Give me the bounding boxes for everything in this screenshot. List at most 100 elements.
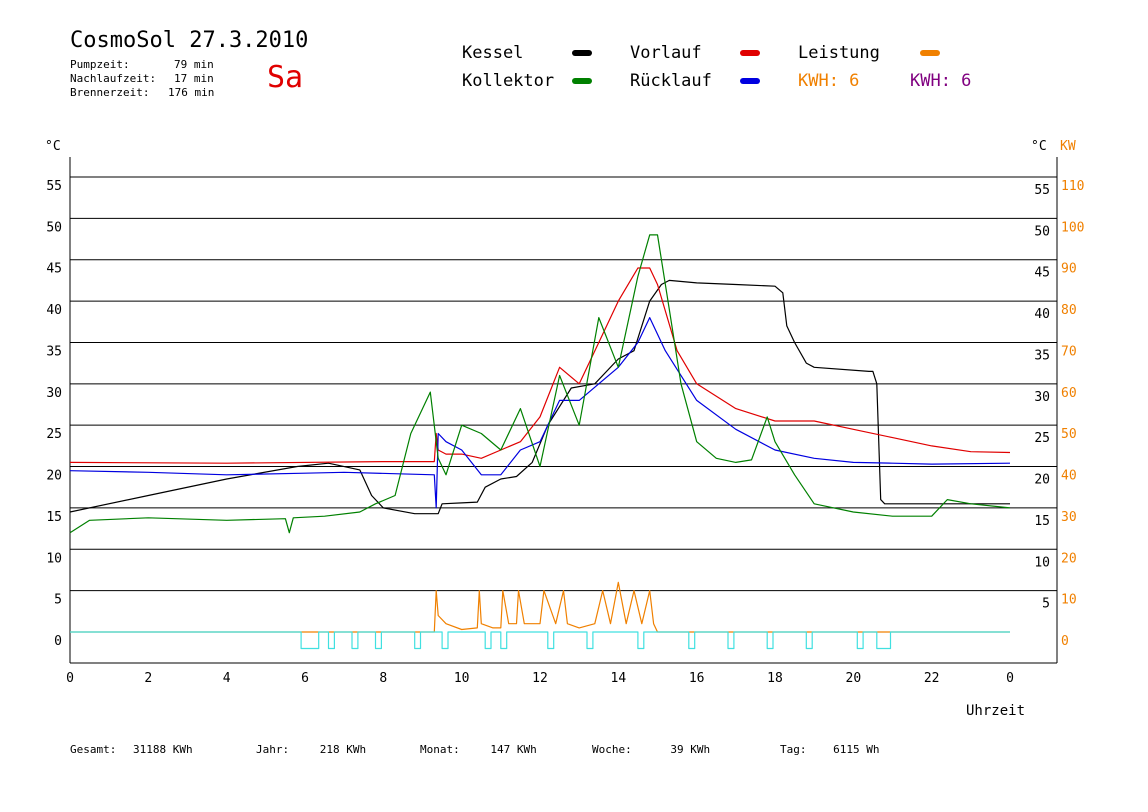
x-tick-label: 18 xyxy=(767,671,783,686)
y-right-unit-power: KW xyxy=(1060,139,1076,154)
footer-label: Monat: xyxy=(420,743,460,756)
x-tick-label: 0 xyxy=(1006,671,1014,686)
meta-pumpzeit: Pumpzeit: 79 min xyxy=(70,58,214,71)
legend-kollektor-label: Kollektor xyxy=(462,71,555,91)
power-tick-label: 30 xyxy=(1061,510,1077,525)
y-tick-label-left: 10 xyxy=(46,551,62,566)
meta-value: 17 min xyxy=(174,72,214,85)
series-rcklauf xyxy=(69,317,1011,509)
x-tick-label: 8 xyxy=(379,671,387,686)
footer-gesamt: Gesamt: 31188 KWh xyxy=(70,743,193,756)
y-tick-label-right: 15 xyxy=(1034,514,1050,529)
y-tick-label-left: 25 xyxy=(46,427,62,442)
grid-lines xyxy=(70,176,1057,592)
y-left-unit: °C xyxy=(45,139,61,154)
series-leistung xyxy=(70,581,1010,633)
y-tick-label-right: 45 xyxy=(1034,266,1050,281)
footer-monat: Monat: 147 KWh xyxy=(420,743,537,756)
x-tick-label: 6 xyxy=(301,671,309,686)
axes xyxy=(69,157,1058,664)
power-tick-label: 110 xyxy=(1061,179,1084,194)
plot-area xyxy=(69,234,1011,650)
power-tick-label: 40 xyxy=(1061,469,1077,484)
weekday-label: Sa xyxy=(267,60,304,95)
series-kessel xyxy=(69,279,1010,515)
page-title: CosmoSol 27.3.2010 xyxy=(70,28,309,53)
temperature-chart: 0510152025303540455055510152025303540455… xyxy=(45,139,1084,719)
power-tick-label: 90 xyxy=(1061,262,1077,277)
y-right-unit-temp: °C xyxy=(1031,139,1047,154)
footer-value: 6115 Wh xyxy=(833,743,880,756)
power-tick-label: 0 xyxy=(1061,634,1069,649)
y-tick-label-right: 25 xyxy=(1034,431,1050,446)
y-tick-label-right: 30 xyxy=(1034,390,1050,405)
footer-label: Woche: xyxy=(592,743,632,756)
series-vorlauf xyxy=(69,267,1011,464)
power-tick-label: 70 xyxy=(1061,344,1077,359)
x-tick-label: 20 xyxy=(846,671,862,686)
meta-label: Pumpzeit: xyxy=(70,58,130,71)
footer-value: 31188 KWh xyxy=(132,743,193,756)
y-tick-label-left: 40 xyxy=(46,303,62,318)
x-tick-label: 2 xyxy=(144,671,152,686)
series-kollektor xyxy=(69,234,1011,534)
meta-brennerzeit: Brennerzeit: 176 min xyxy=(70,86,214,99)
y-tick-label-left: 50 xyxy=(46,220,62,235)
y-tick-label-right: 40 xyxy=(1034,307,1050,322)
footer-value: 147 KWh xyxy=(490,743,537,756)
legend-kessel-label: Kessel xyxy=(462,43,524,63)
footer-label: Tag: xyxy=(780,743,807,756)
power-tick-label: 10 xyxy=(1061,593,1077,608)
legend-kollektor-swatch xyxy=(572,78,592,84)
legend-leistung-swatch xyxy=(920,50,940,56)
legend-vorlauf-swatch xyxy=(740,50,760,56)
y-tick-label-right: 20 xyxy=(1034,473,1050,488)
x-tick-label: 12 xyxy=(532,671,548,686)
y-tick-label-left: 55 xyxy=(46,179,62,194)
y-tick-label-left: 15 xyxy=(46,510,62,525)
y-tick-label-left: 35 xyxy=(46,344,62,359)
x-tick-label: 14 xyxy=(611,671,627,686)
legend-vorlauf-label: Vorlauf xyxy=(630,43,702,63)
legend-leistung-label: Leistung xyxy=(798,43,880,63)
tick-labels: 0510152025303540455055510152025303540455… xyxy=(46,179,1084,686)
power-tick-label: 60 xyxy=(1061,386,1077,401)
y-tick-label-left: 20 xyxy=(46,469,62,484)
footer-label: Jahr: xyxy=(256,743,290,756)
footer-value: 39 KWh xyxy=(670,743,711,756)
footer-label: Gesamt: xyxy=(70,743,117,756)
power-tick-label: 20 xyxy=(1061,551,1077,566)
power-tick-label: 80 xyxy=(1061,303,1077,318)
x-tick-label: 10 xyxy=(454,671,470,686)
x-tick-label: 4 xyxy=(223,671,231,686)
y-tick-label-right: 35 xyxy=(1034,348,1050,363)
y-tick-label-right: 5 xyxy=(1042,597,1050,612)
meta-value: 176 min xyxy=(168,86,215,99)
y-tick-label-left: 0 xyxy=(54,634,62,649)
y-tick-label-right: 50 xyxy=(1034,224,1050,239)
legend-ruecklauf-swatch xyxy=(740,78,760,84)
footer-value: 218 KWh xyxy=(319,743,367,756)
y-tick-label-right: 10 xyxy=(1034,555,1050,570)
footer-woche: Woche: 39 KWh xyxy=(592,743,710,756)
power-tick-label: 100 xyxy=(1061,220,1084,235)
y-tick-label-right: 55 xyxy=(1034,183,1050,198)
legend-kwh-orange: KWH: 6 xyxy=(798,71,860,91)
meta-label: Nachlaufzeit: xyxy=(70,72,157,85)
y-tick-label-left: 30 xyxy=(46,386,62,401)
legend-ruecklauf-label: Rücklauf xyxy=(630,71,712,91)
meta-value: 79 min xyxy=(174,58,214,71)
footer-tag: Tag: 6115 Wh xyxy=(780,743,879,756)
y-tick-label-left: 45 xyxy=(46,262,62,277)
series-brenner xyxy=(70,631,1010,650)
footer-jahr: Jahr: 218 KWh xyxy=(256,743,366,756)
x-axis-label: Uhrzeit xyxy=(966,703,1025,719)
x-tick-label: 16 xyxy=(689,671,705,686)
legend-kessel-swatch xyxy=(572,50,592,56)
meta-label: Brennerzeit: xyxy=(70,86,150,99)
power-tick-label: 50 xyxy=(1061,427,1077,442)
legend-kwh-purple: KWH: 6 xyxy=(910,71,972,91)
y-tick-label-left: 5 xyxy=(54,593,62,608)
x-tick-label: 0 xyxy=(66,671,74,686)
x-tick-label: 22 xyxy=(924,671,940,686)
